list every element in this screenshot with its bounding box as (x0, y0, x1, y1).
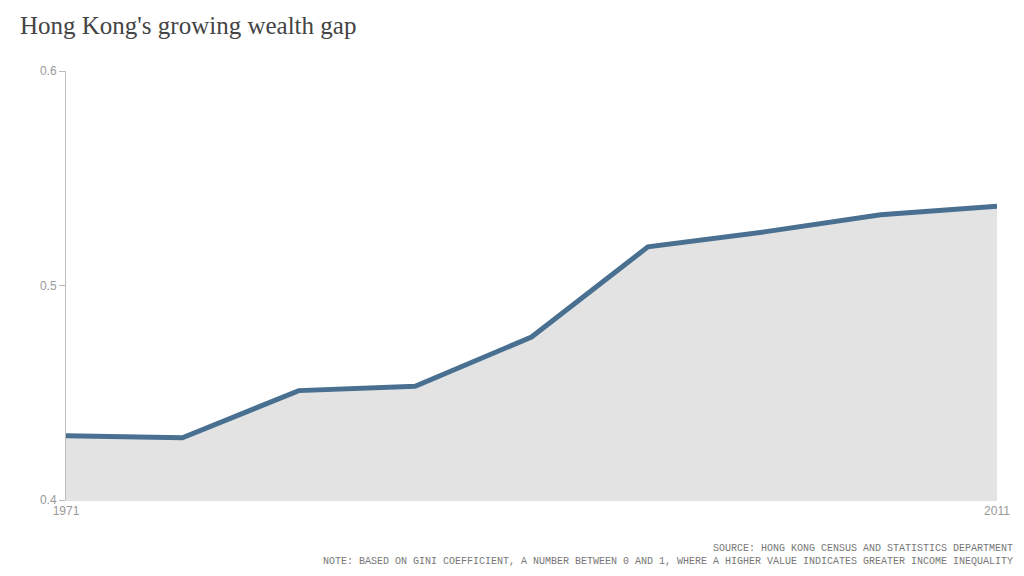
svg-text:2011: 2011 (984, 504, 1010, 518)
svg-text:0.5: 0.5 (40, 279, 57, 293)
svg-text:0.4: 0.4 (40, 493, 57, 507)
svg-text:SOURCE: HONG KONG CENSUS AND S: SOURCE: HONG KONG CENSUS AND STATISTICS … (713, 543, 1013, 554)
svg-text:Hong Kong's growing wealth gap: Hong Kong's growing wealth gap (20, 12, 356, 39)
svg-text:0.6: 0.6 (40, 64, 57, 78)
svg-text:1971: 1971 (53, 504, 80, 518)
svg-text:NOTE: BASED ON GINI COEFFICIEN: NOTE: BASED ON GINI COEFFICIENT, A NUMBE… (323, 556, 1013, 567)
